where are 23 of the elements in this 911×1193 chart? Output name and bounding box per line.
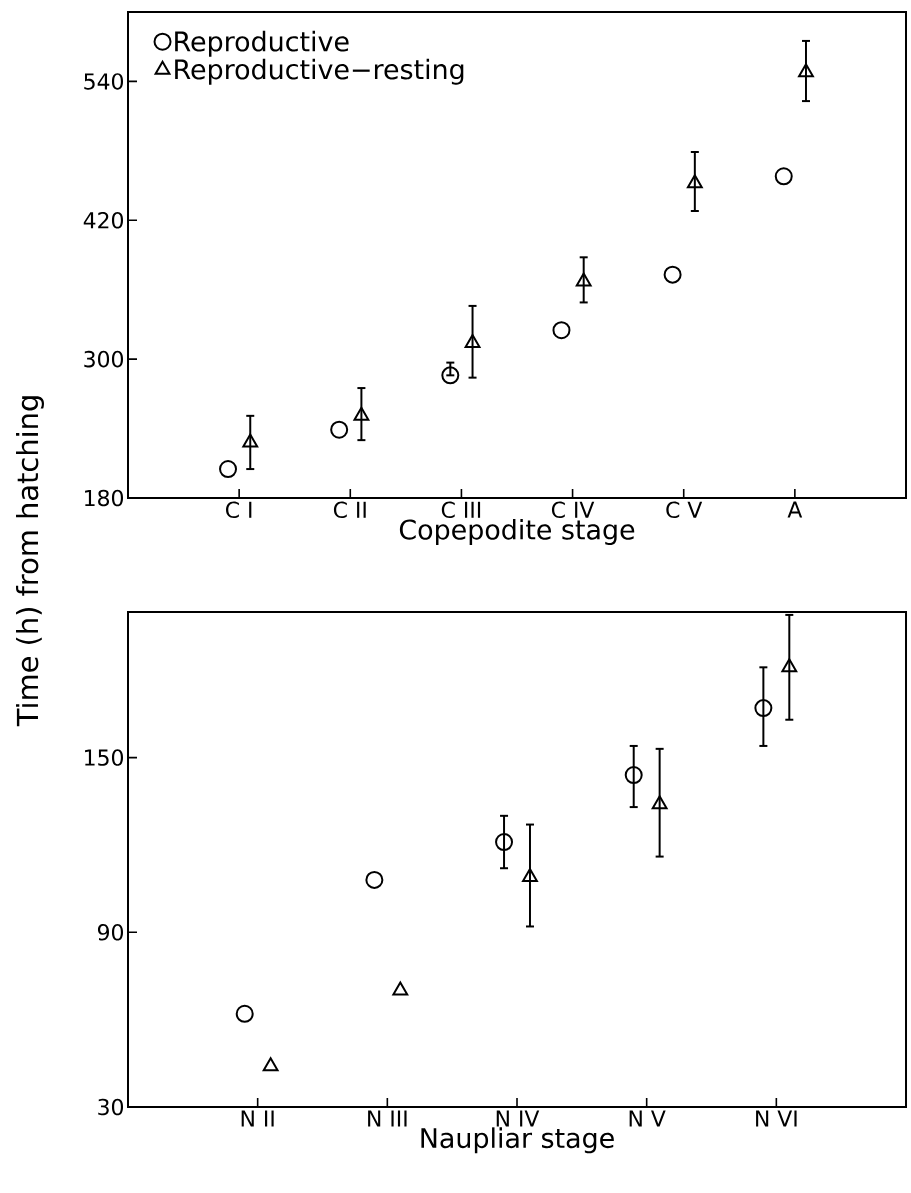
x-axis-title: Naupliar stage	[421, 1127, 614, 1154]
x-tick-label: C III	[441, 501, 481, 519]
y-tick-label: 90	[97, 924, 124, 941]
x-tick-label: C IV	[551, 501, 595, 519]
y-tick-label: 540	[84, 73, 124, 90]
y-tick-label: 30	[98, 1098, 124, 1116]
x-tick-label: N IV	[496, 1110, 540, 1127]
x-tick-label: C I	[226, 501, 252, 519]
x-tick-label: N VI	[756, 1110, 797, 1127]
y-tick-label: 150	[85, 749, 124, 766]
x-tick-label: C V	[666, 501, 703, 519]
x-tick-label: A	[787, 501, 803, 518]
x-axis-title: Copepodite stage	[399, 518, 635, 545]
legend-label: Reproductive	[175, 30, 349, 57]
x-tick-label: N III	[368, 1110, 407, 1127]
y-tick-label: 180	[85, 489, 124, 507]
y-tick-label: 420	[83, 211, 124, 229]
x-tick-label: N V	[629, 1110, 666, 1127]
y-axis-title: Time (h) from hatching	[16, 396, 44, 727]
legend-label: Reproductive−resting	[175, 58, 464, 85]
y-tick-label: 300	[84, 350, 124, 368]
x-tick-label: C II	[333, 501, 366, 519]
x-tick-label: N II	[241, 1110, 274, 1127]
